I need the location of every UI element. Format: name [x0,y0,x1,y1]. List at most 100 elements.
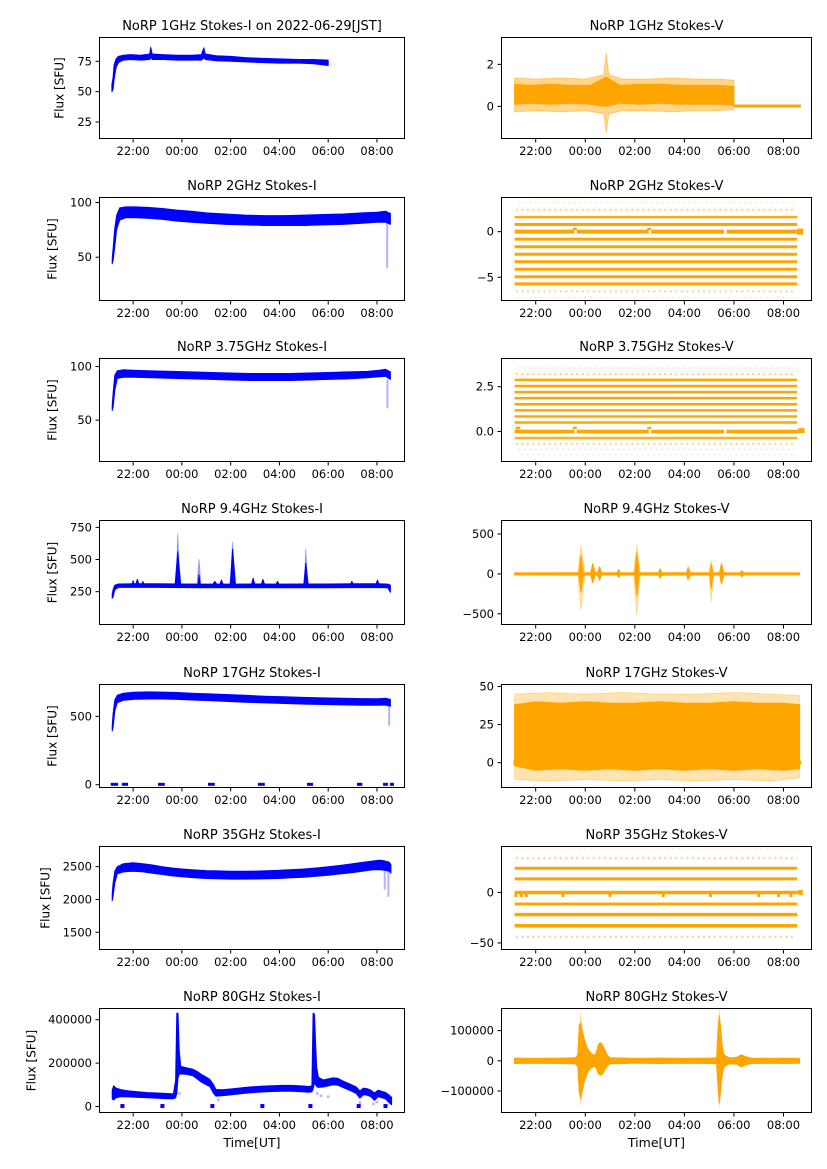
x-tick-label: 02:00 [618,144,651,158]
data-series [634,552,640,596]
y-tick-label: 0 [487,99,494,113]
chart-canvas: 22:00 00:00 02:00 04:00 06:00 08:00 50 100 NoRP … [46,179,405,320]
chart-title: NoRP 1GHz Stokes-V [590,19,724,34]
data-marker [160,1104,165,1109]
data-series [719,563,725,585]
x-tick-label: 22:00 [519,793,552,807]
axes-frame [99,846,405,950]
chart-title: NoRP 3.75GHz Stokes-V [579,340,734,355]
x-tick-label: 08:00 [767,306,800,320]
x-tick-label: 22:00 [117,1118,150,1132]
data-marker [178,1092,181,1095]
data-series [111,691,391,732]
axes-frame [99,37,405,139]
subplot-9-4ghz-stokes-v: 22:00 00:00 02:00 04:00 06:00 08:00 −500 0 500 No… [462,502,812,644]
y-tick-label: 75 [77,54,92,68]
x-tick-label: 06:00 [312,144,345,158]
data-marker [308,1104,313,1109]
x-tick-label: 06:00 [717,306,750,320]
x-tick-label: 02:00 [214,467,247,481]
x-tick-label: 22:00 [519,144,552,158]
x-tick-label: 02:00 [214,793,247,807]
x-tick-label: 08:00 [360,630,393,644]
subplot-80ghz-stokes-v: 22:00 00:00 02:00 04:00 06:00 08:00 −100000 0 10… [440,990,812,1150]
y-tick-label: −500 [462,607,494,621]
x-tick-label: 06:00 [312,630,345,644]
chart-canvas: 22:00 00:00 02:00 04:00 06:00 08:00 −100000 0 10… [440,990,812,1150]
y-tick-label: 0 [487,756,494,770]
x-tick-label: 22:00 [117,630,150,644]
data-series [514,572,801,576]
y-axis-label: Flux [SFU] [46,218,60,279]
y-tick-label: −50 [470,936,494,950]
x-tick-label: 08:00 [767,955,800,969]
y-axis-label: Flux [SFU] [46,379,60,440]
data-marker [260,1104,265,1109]
data-marker [789,893,793,897]
subplot-1ghz-stokes-v: 22:00 00:00 02:00 04:00 06:00 08:00 0 2 NoRP 1GH… [487,19,812,158]
y-tick-label: 0 [487,1054,494,1068]
data-series [250,577,256,587]
data-series [657,568,663,579]
x-tick-label: 00:00 [569,306,602,320]
data-series [685,566,692,581]
data-marker [661,893,665,897]
y-axis-label: Flux [SFU] [46,542,60,603]
data-series [514,701,801,771]
data-series [197,574,201,586]
x-tick-label: 00:00 [569,955,602,969]
data-marker [777,893,781,897]
x-tick-label: 00:00 [569,793,602,807]
y-tick-label: 0 [487,225,494,239]
x-tick-label: 02:00 [618,630,651,644]
x-axis-label: Time[UT] [627,1135,685,1150]
x-tick-label: 02:00 [214,144,247,158]
x-tick-label: 08:00 [360,793,393,807]
x-tick-label: 08:00 [767,144,800,158]
y-tick-label: 100 [70,195,92,209]
x-tick-label: 04:00 [263,306,296,320]
x-tick-label: 02:00 [618,1118,651,1132]
chart-canvas: 22:00 00:00 02:00 04:00 06:00 08:00 0 200000 400… [25,990,405,1150]
subplot-2ghz-stokes-i: 22:00 00:00 02:00 04:00 06:00 08:00 50 100 NoRP … [46,179,405,320]
axes-frame [99,684,405,788]
data-series [578,555,584,593]
data-marker [120,1104,125,1109]
y-tick-label: 0 [85,778,92,792]
x-tick-label: 22:00 [519,306,552,320]
data-series [111,206,391,265]
subplot-17ghz-stokes-v: 22:00 00:00 02:00 04:00 06:00 08:00 0 25 50 NoRP … [479,666,812,807]
x-tick-label: 00:00 [165,1118,198,1132]
x-tick-label: 22:00 [117,955,150,969]
x-tick-label: 00:00 [569,1118,602,1132]
x-tick-label: 04:00 [263,1118,296,1132]
subplot-3-75ghz-stokes-i: 22:00 00:00 02:00 04:00 06:00 08:00 50 100 NoRP … [46,340,405,481]
data-marker [217,1098,220,1102]
y-axis-label: Flux [SFU] [53,57,67,118]
axes-frame [99,358,405,462]
data-series [131,580,135,587]
x-tick-label: 00:00 [165,630,198,644]
x-tick-label: 00:00 [569,467,602,481]
x-tick-label: 04:00 [668,467,701,481]
chart-canvas: 22:00 00:00 02:00 04:00 06:00 08:00 1500 2000 25… [39,828,405,969]
x-tick-label: 00:00 [165,306,198,320]
y-tick-label: 50 [77,413,92,427]
x-tick-label: 04:00 [263,144,296,158]
data-series [739,570,745,578]
data-marker [315,1092,319,1095]
y-axis-label: Flux [SFU] [25,1030,39,1091]
axes-frame [501,520,812,625]
x-tick-label: 08:00 [360,1118,393,1132]
chart-canvas: 22:00 00:00 02:00 04:00 06:00 08:00 −5 0 NoRP 2G… [477,179,812,320]
x-tick-label: 00:00 [165,793,198,807]
x-tick-label: 02:00 [618,955,651,969]
x-tick-label: 04:00 [668,1118,701,1132]
chart-title: NoRP 80GHz Stokes-I [183,990,321,1005]
axes-frame [99,197,405,301]
x-tick-label: 04:00 [263,467,296,481]
data-series [111,859,392,902]
data-marker [608,893,612,897]
y-tick-label: 2000 [63,892,92,906]
